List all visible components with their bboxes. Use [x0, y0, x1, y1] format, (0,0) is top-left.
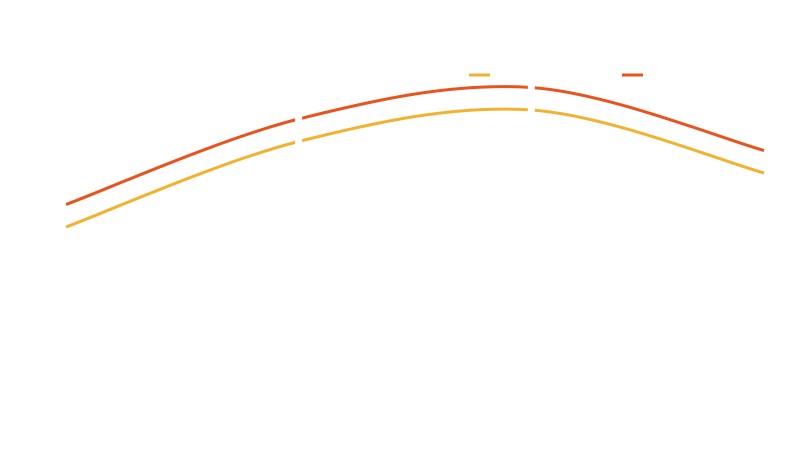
series-1-point-2 — [295, 114, 303, 124]
series-2-point-2 — [295, 136, 303, 147]
series-2-line — [65, 107, 765, 229]
series-2-point-3 — [527, 105, 535, 115]
series-2 — [65, 105, 765, 229]
series-1-line — [65, 85, 765, 206]
chart-series-layer — [65, 82, 765, 229]
series-1-point-3 — [527, 82, 535, 93]
series-1 — [65, 82, 765, 206]
